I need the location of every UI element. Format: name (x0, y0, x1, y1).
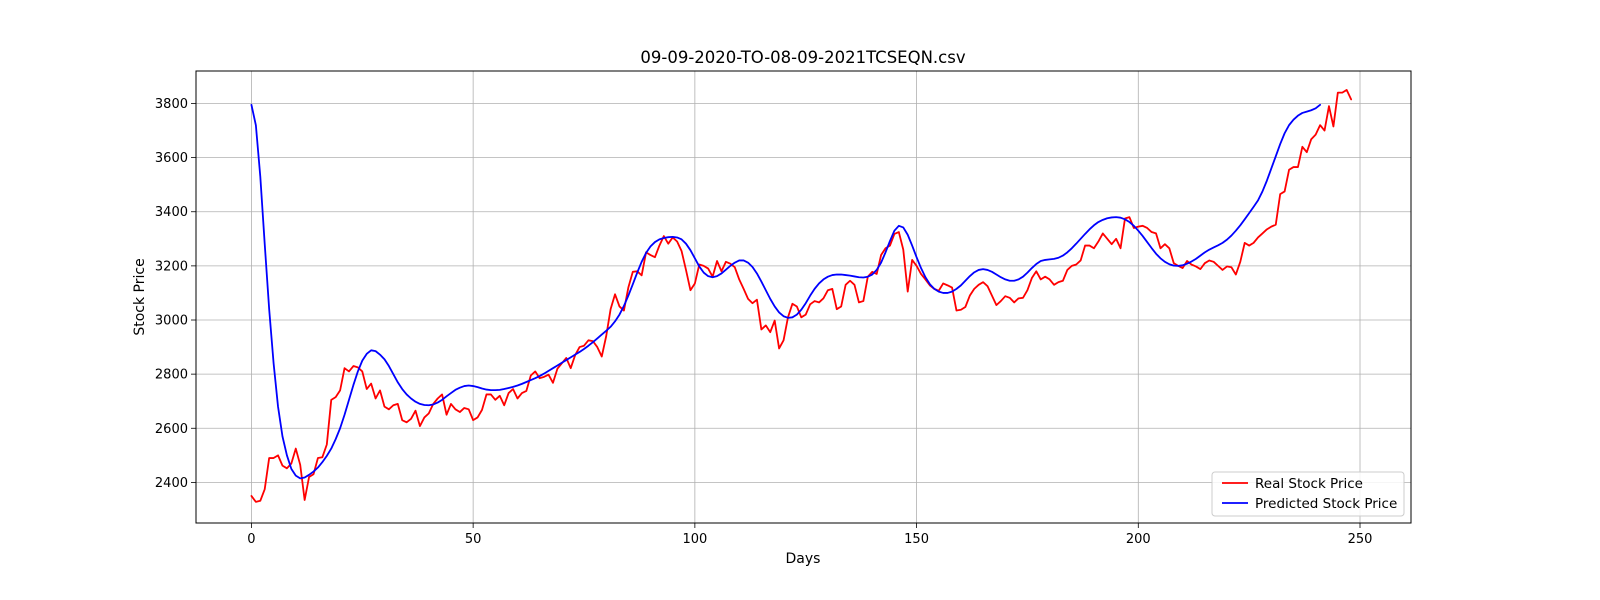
x-tick-label: 250 (1348, 532, 1373, 547)
legend-label-predicted: Predicted Stock Price (1255, 496, 1397, 512)
y-tick-label: 3800 (155, 97, 188, 112)
legend: Real Stock Price Predicted Stock Price (1211, 471, 1405, 517)
y-tick-label: 3600 (155, 151, 188, 166)
y-tick-label: 3000 (155, 314, 188, 329)
y-tick-label: 2400 (155, 476, 188, 491)
chart-title: 09-09-2020-TO-08-09-2021TCSEQN.csv (640, 48, 965, 67)
x-tick-label: 50 (465, 532, 482, 547)
y-tick-label: 2800 (155, 368, 188, 383)
x-tick-label: 200 (1126, 532, 1151, 547)
x-tick-label: 150 (904, 532, 929, 547)
y-tick-label: 3200 (155, 259, 188, 274)
x-axis-label: Days (786, 551, 821, 567)
ticks: 0 50 100 150 200 250 2400 2600 2800 3000 3200 3400 3… (155, 97, 1373, 547)
series-line-predicted (250, 103, 1321, 480)
legend-label-real: Real Stock Price (1255, 476, 1363, 492)
y-tick-label: 2600 (155, 422, 188, 437)
grid (196, 71, 1411, 523)
y-tick-label: 3400 (155, 205, 188, 220)
x-tick-label: 0 (247, 532, 255, 547)
y-axis-label: Stock Price (132, 258, 148, 335)
series-layer (250, 89, 1353, 503)
x-tick-label: 100 (682, 532, 707, 547)
legend-box (1211, 471, 1405, 517)
series-line-real (250, 89, 1353, 503)
plot-frame (195, 70, 1412, 524)
